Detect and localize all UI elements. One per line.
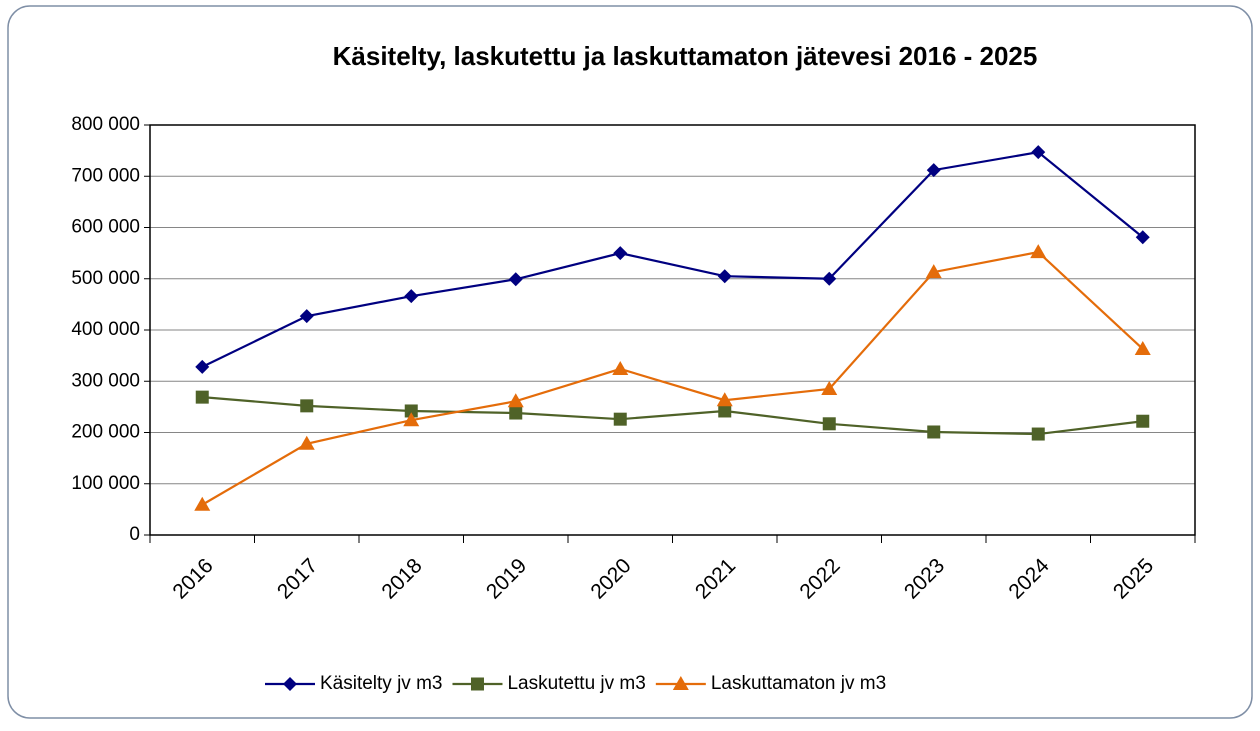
series-line <box>201 250 1144 506</box>
y-tick-label: 200 000 <box>71 422 140 443</box>
legend-marker <box>672 676 689 690</box>
marker <box>927 425 941 439</box>
marker <box>822 271 837 286</box>
marker <box>298 435 315 450</box>
y-tick-label: 400 000 <box>71 319 140 340</box>
marker <box>926 163 941 178</box>
marker <box>195 359 210 374</box>
marker <box>300 399 314 413</box>
marker <box>404 404 418 418</box>
legend-marker <box>470 677 484 691</box>
marker <box>613 412 627 426</box>
y-tick-label: 100 000 <box>71 473 140 494</box>
marker <box>717 269 732 284</box>
legend-label: Laskutettu jv m3 <box>507 673 645 694</box>
marker <box>1134 340 1151 355</box>
marker <box>508 272 523 287</box>
marker <box>509 406 523 420</box>
y-tick-label: 500 000 <box>71 268 140 289</box>
marker <box>821 380 838 395</box>
marker <box>404 289 419 304</box>
y-tick-label: 300 000 <box>71 370 140 391</box>
marker <box>613 246 628 261</box>
marker <box>1135 230 1150 245</box>
y-tick-label: 700 000 <box>71 165 140 186</box>
marker <box>718 404 732 418</box>
marker <box>1136 414 1150 428</box>
y-tick-label: 0 <box>129 524 140 545</box>
legend-marker <box>283 677 297 691</box>
marker <box>195 390 209 404</box>
marker <box>403 412 420 427</box>
legend-label: Laskuttamaton jv m3 <box>711 673 886 694</box>
series-line <box>202 396 1143 436</box>
marker <box>716 392 733 407</box>
marker <box>299 309 314 324</box>
legend-label: Käsitelty jv m3 <box>320 673 442 694</box>
chart-title: Käsitelty, laskutettu ja laskuttamaton j… <box>333 41 1038 71</box>
y-tick-label: 800 000 <box>71 114 140 135</box>
marker <box>194 496 211 511</box>
series-line <box>201 150 1144 368</box>
y-tick-label: 600 000 <box>71 217 140 238</box>
marker <box>1031 427 1045 441</box>
marker <box>925 264 942 279</box>
marker <box>612 360 629 375</box>
chart-frame <box>7 5 1253 719</box>
marker <box>507 393 524 408</box>
marker <box>1031 145 1046 160</box>
marker <box>1030 244 1047 259</box>
marker <box>822 417 836 431</box>
